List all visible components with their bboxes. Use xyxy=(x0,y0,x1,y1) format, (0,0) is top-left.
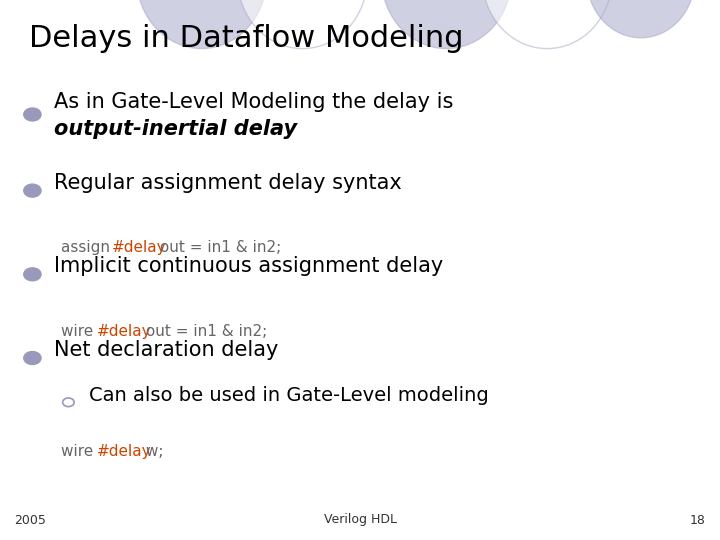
Ellipse shape xyxy=(137,0,266,49)
Ellipse shape xyxy=(238,0,367,49)
Text: 18: 18 xyxy=(690,514,706,526)
Text: #delay: #delay xyxy=(97,444,152,459)
Ellipse shape xyxy=(382,0,511,49)
Text: Net declaration delay: Net declaration delay xyxy=(54,340,279,360)
Text: Delays in Dataflow Modeling: Delays in Dataflow Modeling xyxy=(29,24,463,53)
Text: 2005: 2005 xyxy=(14,514,46,526)
Text: Verilog HDL: Verilog HDL xyxy=(323,514,397,526)
Ellipse shape xyxy=(482,0,612,49)
Circle shape xyxy=(63,398,74,407)
Text: Implicit continuous assignment delay: Implicit continuous assignment delay xyxy=(54,256,444,276)
Text: Regular assignment delay syntax: Regular assignment delay syntax xyxy=(54,173,402,193)
Text: wire: wire xyxy=(61,444,99,459)
Text: Can also be used in Gate-Level modeling: Can also be used in Gate-Level modeling xyxy=(89,386,488,405)
Text: w;: w; xyxy=(140,444,163,459)
Ellipse shape xyxy=(587,0,695,38)
Text: out = in1 & in2;: out = in1 & in2; xyxy=(155,240,282,255)
Text: #delay: #delay xyxy=(112,240,166,255)
Text: output-inertial delay: output-inertial delay xyxy=(54,119,297,139)
Circle shape xyxy=(24,268,41,281)
Text: out = in1 & in2;: out = in1 & in2; xyxy=(140,324,267,339)
Circle shape xyxy=(24,108,41,121)
Circle shape xyxy=(24,352,41,365)
Text: As in Gate-Level Modeling the delay is: As in Gate-Level Modeling the delay is xyxy=(54,92,454,112)
Text: #delay: #delay xyxy=(97,324,152,339)
Text: assign: assign xyxy=(61,240,115,255)
Circle shape xyxy=(24,184,41,197)
Text: wire: wire xyxy=(61,324,99,339)
